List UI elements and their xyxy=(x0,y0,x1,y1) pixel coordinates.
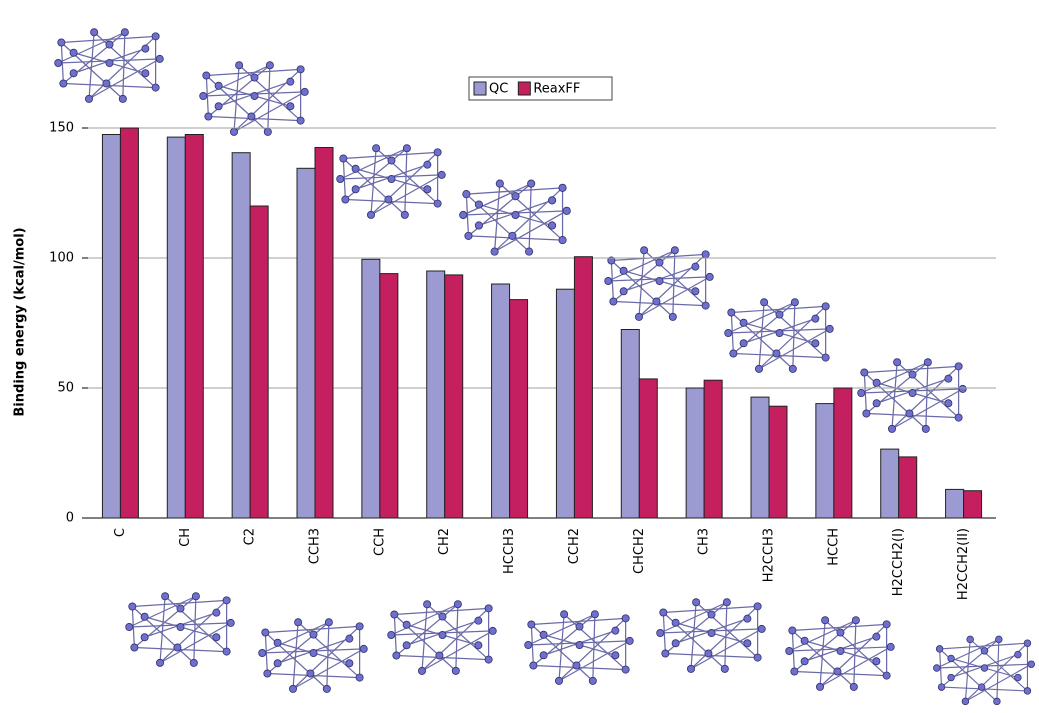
bar xyxy=(444,274,464,519)
bar xyxy=(833,387,853,519)
x-tick-label: CCH2 xyxy=(567,528,582,564)
bar xyxy=(119,127,139,519)
y-axis-label: Binding energy (kcal/mol) xyxy=(13,227,28,416)
bar xyxy=(231,152,251,519)
y-tick-label: 100 xyxy=(49,251,74,266)
x-tick-label: H2CCH3 xyxy=(762,528,777,582)
x-tick-label: CHCH2 xyxy=(632,528,647,574)
bar xyxy=(379,273,399,519)
bar xyxy=(620,329,640,519)
x-tick-label: CH2 xyxy=(437,528,452,555)
legend-swatch xyxy=(517,81,531,96)
bar xyxy=(296,167,316,519)
x-tick-label: CH3 xyxy=(697,528,712,555)
x-tick-label: H2CCH2(I) xyxy=(891,528,906,596)
x-tick-label: H2CCH2(II) xyxy=(956,528,971,600)
x-tick-label: C2 xyxy=(243,528,258,545)
x-tick-label: CH xyxy=(178,528,193,547)
bar xyxy=(685,387,705,519)
y-tick-label: 150 xyxy=(49,121,74,136)
bar xyxy=(555,288,575,519)
bar xyxy=(815,403,835,519)
bar xyxy=(750,396,770,519)
bar xyxy=(963,490,983,519)
x-tick-label: CCH3 xyxy=(308,528,323,564)
bar xyxy=(361,258,381,519)
bar xyxy=(573,256,593,519)
y-tick-label: 50 xyxy=(57,381,74,396)
bar xyxy=(880,448,900,519)
bar xyxy=(101,134,121,519)
x-tick-label: CCH xyxy=(372,528,387,556)
legend-swatch xyxy=(473,81,487,96)
bar xyxy=(509,299,529,519)
legend: QC ReaxFF xyxy=(468,76,613,101)
bar xyxy=(491,283,511,519)
bar xyxy=(166,136,186,519)
x-tick-label: HCCH3 xyxy=(502,528,517,574)
bar xyxy=(426,270,446,519)
bar xyxy=(184,134,204,519)
bar xyxy=(314,147,334,519)
bar xyxy=(945,488,965,519)
x-tick-label: C xyxy=(113,528,128,537)
bar xyxy=(768,405,788,519)
legend-box xyxy=(468,76,613,101)
bar xyxy=(638,378,658,519)
legend-label: QC xyxy=(489,82,508,97)
bar xyxy=(703,379,723,519)
bar xyxy=(249,205,269,519)
bar xyxy=(898,456,918,519)
y-tick-label: 0 xyxy=(66,511,74,526)
x-tick-label: HCCH xyxy=(826,528,841,566)
legend-label: ReaxFF xyxy=(533,82,580,97)
